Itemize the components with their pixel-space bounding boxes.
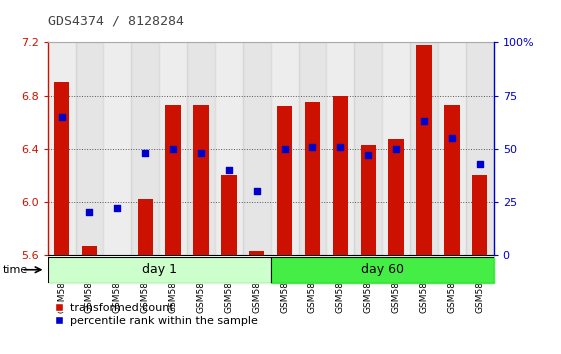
Text: time: time bbox=[3, 265, 28, 275]
Bar bbox=[327, 42, 355, 255]
Bar bbox=[277, 106, 292, 255]
Point bbox=[364, 152, 373, 158]
Point bbox=[475, 161, 484, 166]
Point bbox=[169, 146, 178, 152]
Point bbox=[85, 210, 94, 215]
Point bbox=[224, 167, 233, 173]
Bar bbox=[355, 42, 382, 255]
Bar bbox=[194, 105, 209, 255]
Point bbox=[252, 188, 261, 194]
Point bbox=[336, 144, 345, 149]
Bar bbox=[361, 145, 376, 255]
Bar bbox=[382, 42, 410, 255]
Point bbox=[280, 146, 289, 152]
Point bbox=[420, 118, 429, 124]
Legend: transformed count, percentile rank within the sample: transformed count, percentile rank withi… bbox=[53, 303, 258, 326]
Bar bbox=[187, 42, 215, 255]
Bar bbox=[76, 42, 103, 255]
Bar bbox=[333, 96, 348, 255]
Bar bbox=[48, 42, 76, 255]
Bar bbox=[466, 42, 494, 255]
Point bbox=[141, 150, 150, 156]
Bar bbox=[444, 105, 459, 255]
Bar bbox=[215, 42, 243, 255]
Bar bbox=[305, 102, 320, 255]
Bar bbox=[54, 82, 70, 255]
Bar bbox=[131, 42, 159, 255]
Bar bbox=[438, 42, 466, 255]
Bar bbox=[103, 42, 131, 255]
Point bbox=[113, 205, 122, 211]
Bar bbox=[410, 42, 438, 255]
Text: GDS4374 / 8128284: GDS4374 / 8128284 bbox=[48, 14, 183, 27]
Text: day 1: day 1 bbox=[142, 263, 177, 276]
Bar bbox=[298, 42, 327, 255]
Bar bbox=[243, 42, 270, 255]
Bar bbox=[221, 175, 237, 255]
Bar bbox=[48, 257, 270, 283]
Bar bbox=[249, 251, 264, 255]
Bar bbox=[416, 45, 431, 255]
Point bbox=[447, 135, 456, 141]
Bar bbox=[165, 105, 181, 255]
Bar bbox=[472, 175, 488, 255]
Point bbox=[196, 150, 205, 156]
Point bbox=[57, 114, 66, 120]
Bar bbox=[159, 42, 187, 255]
Bar bbox=[270, 42, 298, 255]
Bar bbox=[82, 246, 97, 255]
Bar bbox=[137, 199, 153, 255]
Point bbox=[308, 144, 317, 149]
Bar bbox=[388, 139, 404, 255]
Text: day 60: day 60 bbox=[361, 263, 404, 276]
Bar bbox=[270, 257, 494, 283]
Point bbox=[392, 146, 401, 152]
